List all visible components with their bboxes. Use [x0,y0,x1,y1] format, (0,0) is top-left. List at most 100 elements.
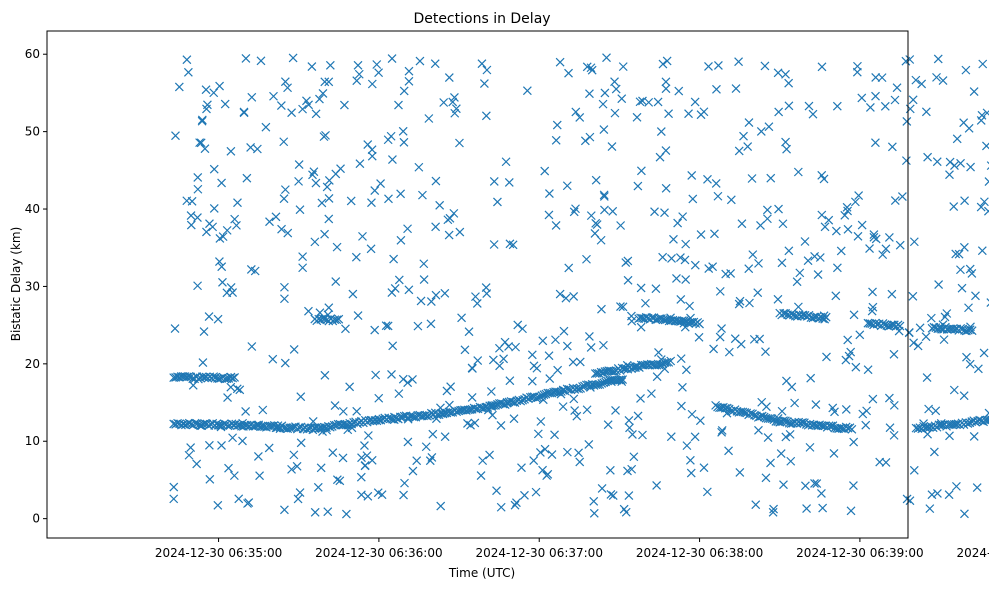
detection-point [520,490,529,500]
detection-point [564,263,574,273]
detection-point [952,134,962,144]
detection-point [960,509,969,519]
detection-point [415,56,425,66]
detection-point [488,410,497,420]
detection-point [745,298,754,308]
detection-point [611,84,621,94]
detection-point [792,277,802,287]
detection-point [869,230,879,239]
detection-point [495,361,504,371]
detection-point [373,488,383,498]
detection-point [680,255,690,265]
detection-point [383,135,393,145]
detection-point [636,322,646,332]
detection-point [961,65,971,75]
y-axis-label: Bistatic Delay (km) [9,227,23,342]
detection-point [868,302,878,312]
detection-point [197,115,207,125]
detection-point [335,476,345,486]
detection-point [850,197,860,207]
detection-point [280,282,289,292]
detection-point [295,488,305,497]
detection-point [895,240,905,250]
detection-point [684,319,694,328]
detection-point [717,427,727,437]
detection-point [174,82,184,92]
detection-point [744,264,754,274]
detection-point [779,480,788,490]
detection-point [951,481,961,491]
detection-point [209,204,219,213]
detection-point [473,356,483,365]
detection-point [908,95,918,105]
detection-point [956,158,965,168]
detection-point [324,176,334,185]
detection-point [658,59,668,69]
y-tick-label: 10 [25,434,40,448]
detection-point [787,382,797,392]
detection-point [802,504,812,513]
detection-point [289,344,299,354]
detection-point [193,213,202,222]
detection-point [715,332,725,342]
detection-point [404,76,414,86]
detection-point [924,404,934,414]
detection-point [511,498,521,508]
detection-point [169,482,179,492]
detection-point [440,432,450,442]
detection-point [499,354,509,364]
detection-point [234,494,244,504]
detection-point [810,251,820,261]
detection-point [843,206,852,216]
detection-point [419,259,429,269]
detection-point [227,419,237,429]
detection-point [884,233,894,242]
detection-point [323,507,333,517]
detection-point [722,408,732,418]
detection-point [204,440,214,450]
detection-point [467,392,477,402]
detection-point [413,321,423,331]
detection-point [617,94,627,104]
detection-point [743,142,753,151]
detection-point [572,384,582,393]
detection-point [304,306,313,316]
detection-point [223,393,232,403]
detection-point [193,184,203,194]
detection-point [315,94,324,104]
detection-point [699,463,709,473]
detection-point [184,450,194,460]
detection-point [959,242,969,252]
detection-point [399,137,409,147]
detection-point [857,93,867,103]
detection-point [193,173,203,182]
detection-point [394,100,403,110]
detection-point [298,104,308,114]
detection-point [608,206,618,216]
detection-point [587,65,597,75]
detection-point [476,471,486,481]
detection-point [354,69,364,79]
detection-point [294,176,303,186]
detection-point [964,123,974,133]
detection-point [478,456,488,466]
detection-point [226,382,236,392]
detection-point [444,407,454,417]
detection-point [371,370,381,380]
detection-point [341,324,350,334]
detection-point [455,138,464,148]
detection-point [841,404,851,414]
detection-point [444,73,454,83]
detection-point [710,229,719,239]
detection-point [638,96,647,106]
detection-point [976,202,986,212]
detection-point [457,313,466,323]
detection-point [222,225,232,235]
detection-point [917,79,927,89]
detection-point [569,291,579,301]
detection-point [218,277,227,287]
detection-point [199,327,209,336]
detection-point [842,202,852,212]
detection-point [755,334,765,344]
detection-point [232,384,242,394]
